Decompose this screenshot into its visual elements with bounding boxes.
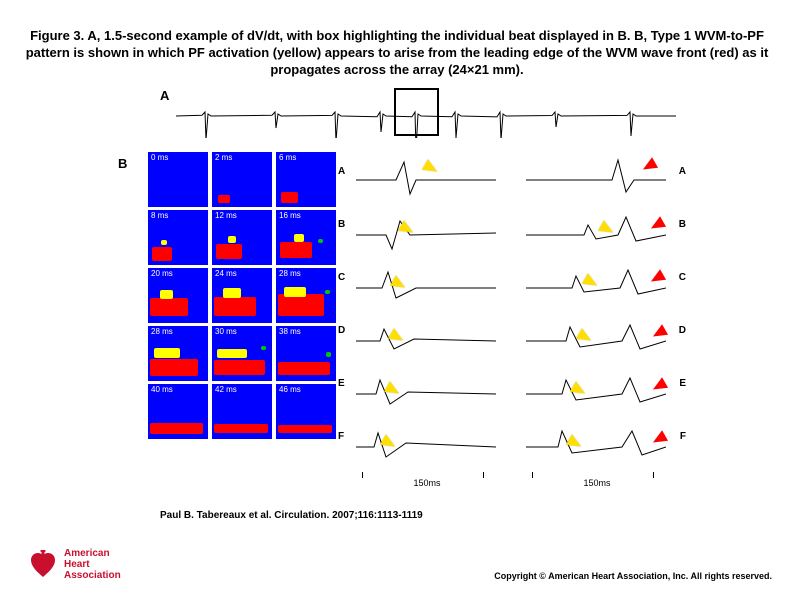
waveform-row: A <box>522 152 672 205</box>
time-axis-label-1: 150ms <box>352 478 502 488</box>
waveform-row: C <box>522 258 672 311</box>
activation-frame: 46 ms <box>276 384 336 439</box>
logo-text: American Heart Association <box>64 548 121 581</box>
activation-frame: 8 ms <box>148 210 208 265</box>
time-axis-2: 150ms <box>522 472 672 490</box>
waveform-row: E <box>352 364 502 417</box>
copyright-text: Copyright © American Heart Association, … <box>494 571 772 581</box>
activation-frames-grid: 0 ms2 ms6 ms 8 ms12 ms16 ms 20 ms24 ms28 m… <box>148 152 340 442</box>
waveform-row: E <box>522 364 672 417</box>
activation-frame: 28 ms <box>148 326 208 381</box>
time-axis-label-2: 150ms <box>522 478 672 488</box>
figure-panel: A B 0 ms2 ms6 ms 8 ms12 ms16 ms 20 ms24 ms… <box>130 88 690 503</box>
activation-frame: 2 ms <box>212 152 272 207</box>
time-axis-1: 150ms <box>352 472 502 490</box>
activation-frame: 0 ms <box>148 152 208 207</box>
highlight-box <box>394 88 439 136</box>
waveform-row: D <box>522 311 672 364</box>
citation-text: Paul B. Tabereaux et al. Circulation. 20… <box>160 510 423 521</box>
waveform-row: F <box>522 417 672 470</box>
activation-frame: 6 ms <box>276 152 336 207</box>
activation-frame: 24 ms <box>212 268 272 323</box>
activation-frame: 30 ms <box>212 326 272 381</box>
panel-a-waveform <box>176 92 676 138</box>
activation-frame: 12 ms <box>212 210 272 265</box>
waveform-row: C <box>352 258 502 311</box>
panel-a-label: A <box>160 88 169 103</box>
activation-frame: 16 ms <box>276 210 336 265</box>
activation-frame: 20 ms <box>148 268 208 323</box>
waveform-row: D <box>352 311 502 364</box>
waveform-row: F <box>352 417 502 470</box>
heart-torch-icon <box>28 550 58 580</box>
figure-caption: Figure 3. A, 1.5-second example of dV/dt… <box>18 28 776 79</box>
waveform-column-1: ABCDEF 150ms <box>352 152 502 488</box>
panel-b-label: B <box>118 156 127 171</box>
activation-frame: 40 ms <box>148 384 208 439</box>
waveform-row: B <box>522 205 672 258</box>
waveform-row: B <box>352 205 502 258</box>
waveform-row: A <box>352 152 502 205</box>
activation-frame: 28 ms <box>276 268 336 323</box>
waveform-column-2: ABCDEF 150ms <box>522 152 672 488</box>
aha-logo: American Heart Association <box>28 548 121 581</box>
activation-frame: 38 ms <box>276 326 336 381</box>
activation-frame: 42 ms <box>212 384 272 439</box>
